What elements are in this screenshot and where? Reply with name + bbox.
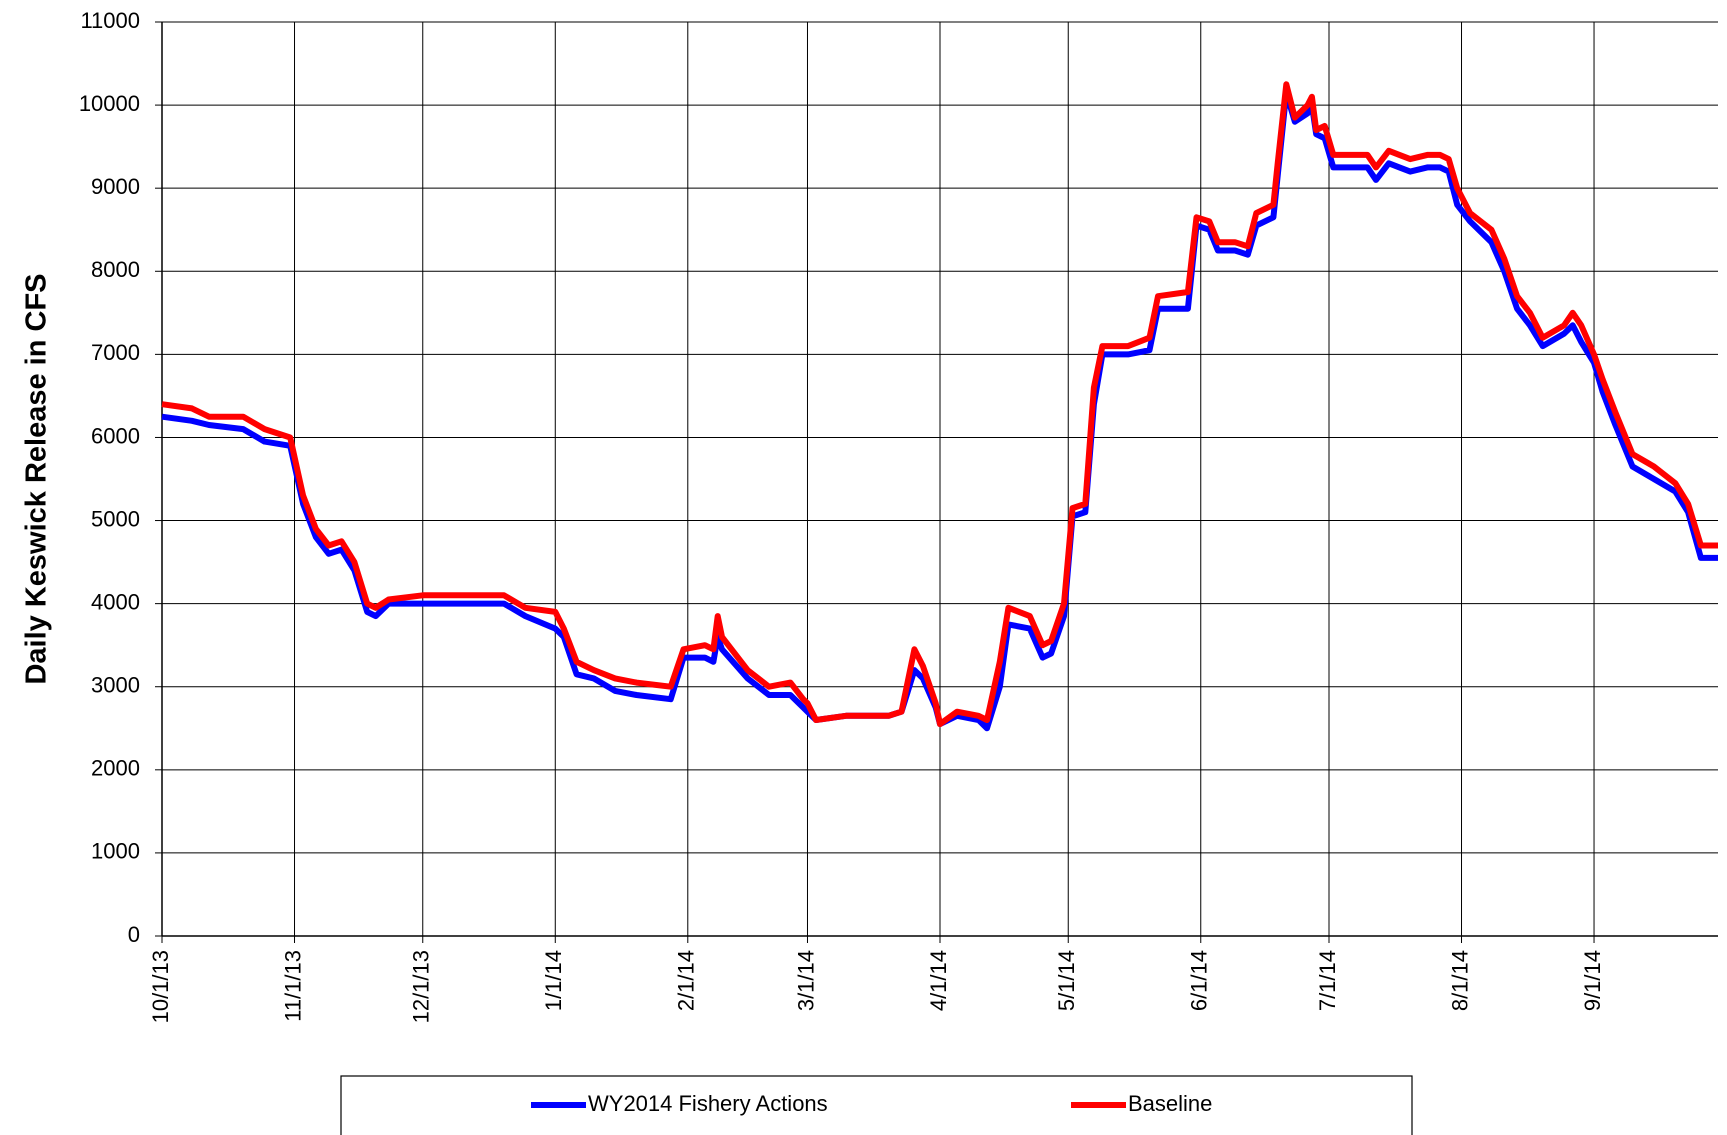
series-line [161, 81, 1718, 728]
y-tick-label: 1000 [91, 839, 140, 864]
y-tick-label: 7000 [91, 340, 140, 365]
y-tick-label: 10000 [79, 91, 140, 116]
x-tick-label: 2/1/14 [674, 950, 699, 1011]
legend-label: WY2014 Fishery Actions [588, 1091, 828, 1116]
x-tick-label: 5/1/14 [1054, 950, 1079, 1011]
legend-label: Baseline [1128, 1091, 1212, 1116]
series-line [161, 89, 1718, 732]
y-tick-label: 8000 [91, 257, 140, 282]
y-tick-label: 0 [128, 922, 140, 947]
x-tick-label: 6/1/14 [1187, 950, 1212, 1011]
y-tick-label: 4000 [91, 589, 140, 614]
y-tick-label: 11000 [80, 8, 140, 33]
legend-box [340, 1075, 1413, 1135]
y-tick-label: 9000 [91, 174, 140, 199]
x-tick-label: 7/1/14 [1315, 950, 1340, 1011]
x-tick-label: 4/1/14 [926, 950, 951, 1011]
x-tick-label: 12/1/13 [409, 950, 434, 1023]
x-tick-label: 10/1/13 [148, 950, 173, 1023]
x-tick-label: 9/1/14 [1580, 950, 1605, 1011]
y-tick-label: 3000 [91, 673, 140, 698]
x-tick-label: 1/1/14 [541, 950, 566, 1011]
x-tick-label: 11/1/13 [280, 950, 305, 1022]
x-tick-label: 3/1/14 [793, 950, 818, 1011]
x-tick-label: 8/1/14 [1447, 950, 1472, 1011]
y-tick-label: 2000 [91, 756, 140, 781]
y-tick-label: 6000 [91, 423, 140, 448]
y-tick-label: 5000 [91, 506, 140, 531]
y-axis-label: Daily Keswick Release in CFS [21, 273, 53, 684]
